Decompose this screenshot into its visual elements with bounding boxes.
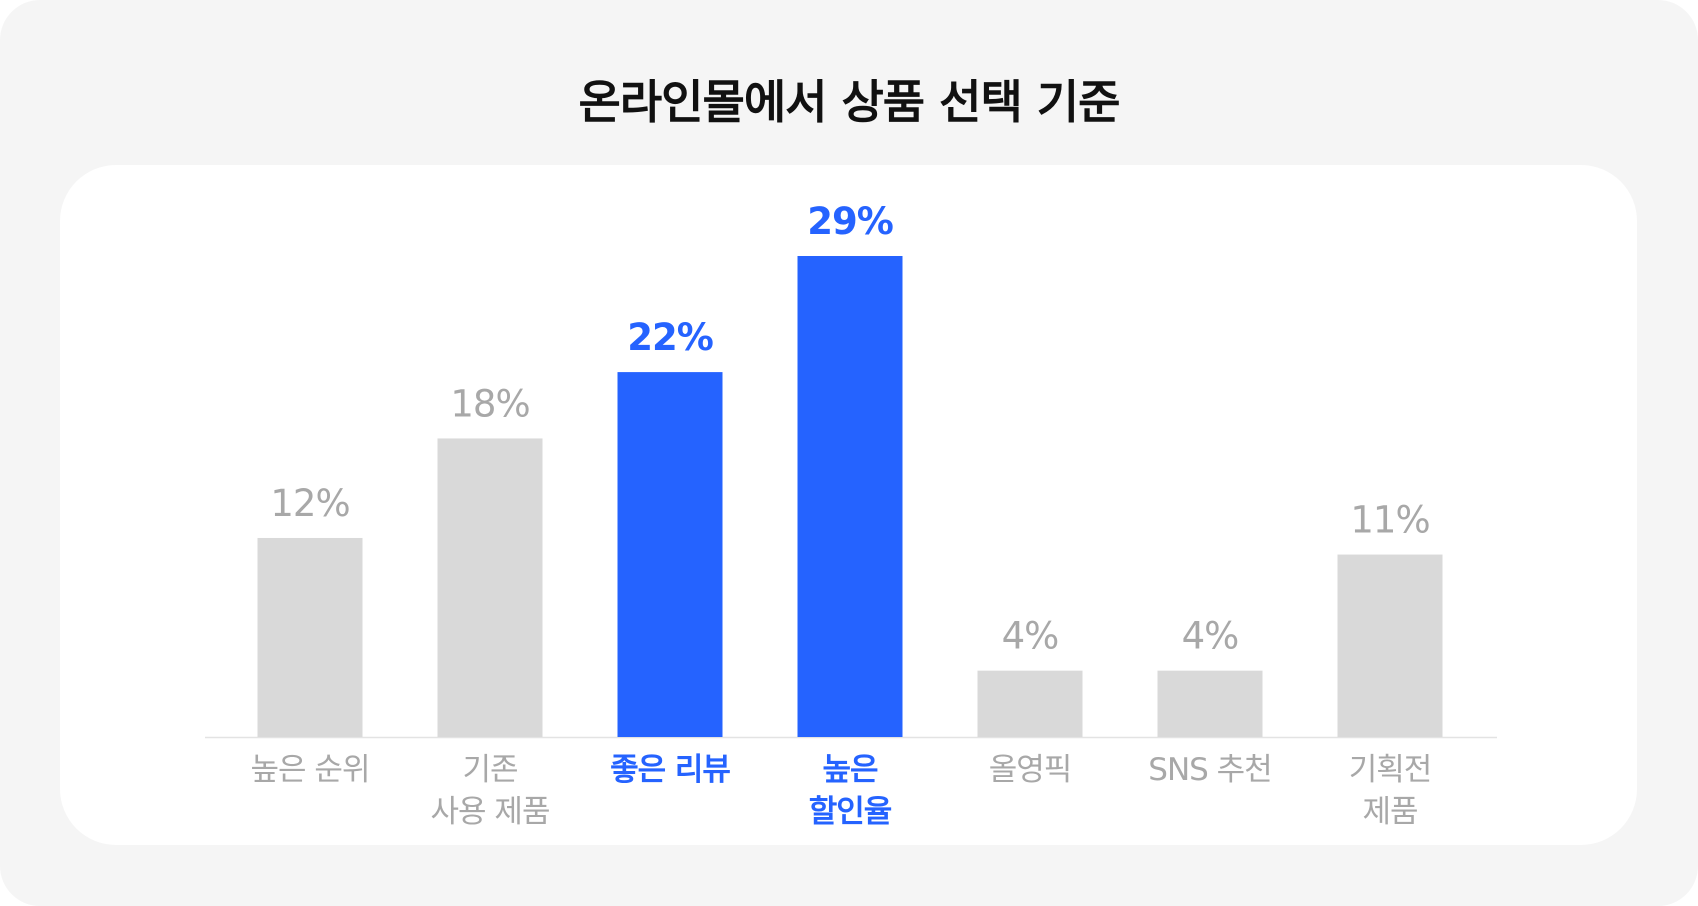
bar [1157,670,1263,737]
value-label: 22% [627,316,713,359]
bar [797,256,903,737]
x-tick-label: 기존 사용 제품 [430,752,551,830]
value-label: 4% [1182,615,1239,658]
value-label: 12% [270,482,349,525]
bar [257,537,363,737]
x-tick-label: 높은 할인율 [808,752,893,830]
x-tick-label: 기획전 제품 [1348,752,1433,830]
value-label: 18% [450,382,529,425]
x-tick-label: 높은 순위 [250,752,371,788]
bar [977,670,1083,737]
x-tick-label: 올영픽 [988,752,1073,788]
value-label: 11% [1350,499,1429,542]
chart-title: 온라인몰에서 상품 선택 기준 [578,75,1121,129]
value-label: 4% [1002,615,1059,658]
x-tick-label: 좋은 리뷰 [610,752,731,788]
bar [1337,554,1443,737]
x-tick-label: SNS 추천 [1148,752,1272,788]
value-label: 29% [807,200,893,243]
bar [437,438,543,737]
bar [617,372,723,737]
